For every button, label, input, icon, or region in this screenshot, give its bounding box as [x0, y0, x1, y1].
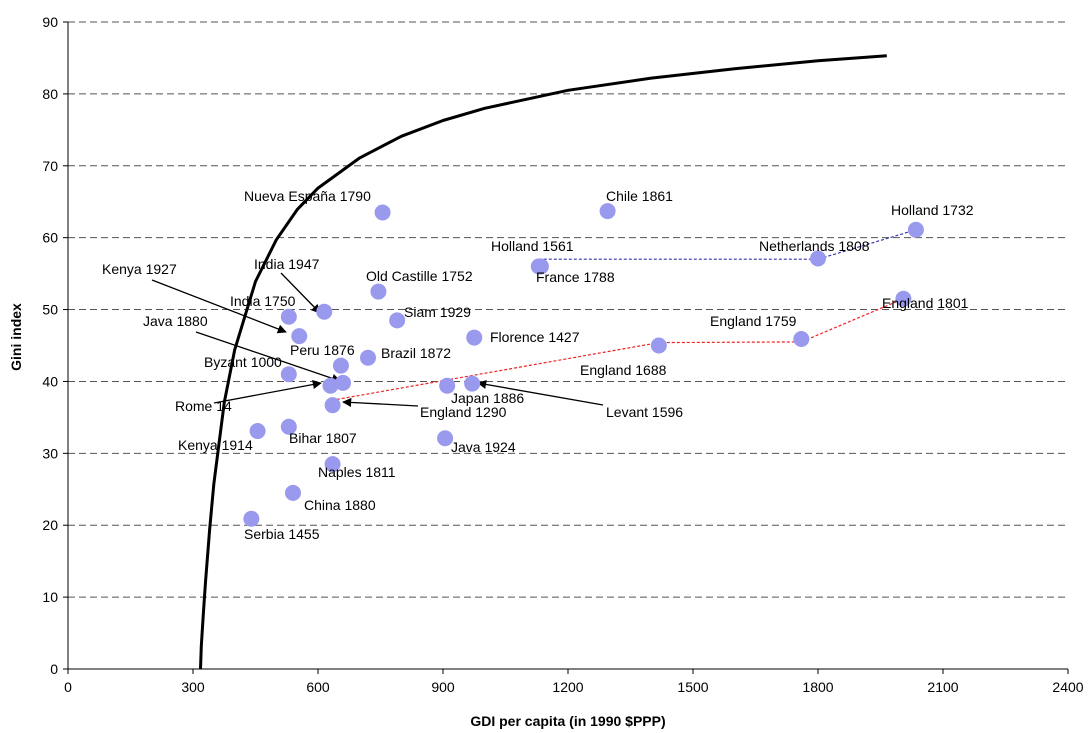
y-tick-label: 20 — [42, 517, 58, 533]
callout-arrow — [195, 331, 341, 383]
data-point — [280, 418, 297, 435]
point-label: Peru 1876 — [290, 342, 355, 358]
point-label: Java 1880 — [143, 313, 208, 329]
point-label: England 1290 — [420, 404, 507, 420]
point-label: Nueva España 1790 — [244, 188, 371, 204]
point-label: Holland 1732 — [891, 202, 974, 218]
data-point — [249, 423, 266, 440]
x-tick-label: 2400 — [1052, 679, 1083, 695]
data-point — [599, 203, 616, 220]
point-label: India 1947 — [254, 256, 320, 272]
point-label: Java 1924 — [451, 439, 516, 455]
inequality-frontier-curve — [199, 54, 887, 670]
data-point — [360, 349, 376, 366]
x-tick-label: 1500 — [677, 679, 708, 695]
data-point — [324, 456, 341, 473]
point-label: England 1688 — [580, 362, 667, 378]
point-label: Levant 1596 — [606, 404, 683, 420]
x-tick-label: 900 — [431, 679, 455, 695]
data-point — [285, 484, 301, 501]
point-label: Kenya 1927 — [102, 261, 177, 277]
point-label: Kenya 1914 — [178, 437, 253, 453]
callout-arrow — [151, 279, 287, 334]
point-label: Florence 1427 — [490, 329, 580, 345]
data-point — [335, 374, 351, 391]
data-point — [650, 337, 667, 354]
data-point — [389, 312, 406, 329]
data-point — [324, 397, 341, 414]
x-axis-title: GDI per capita (in 1990 $PPP) — [470, 713, 665, 729]
x-tick-label: 1200 — [552, 679, 583, 695]
data-point — [370, 283, 387, 300]
point-label: Bihar 1807 — [289, 430, 357, 446]
data-point — [895, 290, 912, 307]
data-point — [464, 375, 481, 392]
data-point — [793, 331, 810, 348]
point-label: Chile 1861 — [606, 188, 673, 204]
data-point — [374, 204, 391, 221]
point-label: China 1880 — [304, 497, 376, 513]
callout-arrow — [280, 272, 321, 314]
y-tick-label: 70 — [42, 158, 58, 174]
x-tick-label: 300 — [181, 679, 205, 695]
data-point — [280, 366, 297, 383]
y-tick-label: 60 — [42, 230, 58, 246]
data-point — [243, 510, 260, 527]
data-point — [907, 221, 924, 238]
point-label: Japan 1886 — [451, 390, 524, 406]
data-point — [532, 258, 549, 275]
data-point — [316, 303, 333, 320]
point-label: India 1750 — [230, 293, 296, 309]
point-label: Netherlands 1808 — [759, 238, 870, 254]
point-label: Rome 14 — [175, 398, 232, 414]
point-label: Old Castille 1752 — [366, 268, 473, 284]
y-axis-title: Gini index — [8, 303, 24, 371]
x-tick-label: 1800 — [802, 679, 833, 695]
point-label: Holland 1561 — [491, 238, 574, 254]
x-tick-label: 0 — [64, 679, 72, 695]
y-tick-label: 80 — [42, 86, 58, 102]
y-tick-label: 90 — [42, 14, 58, 30]
y-tick-label: 40 — [42, 373, 58, 389]
data-point — [291, 328, 308, 345]
data-point — [280, 308, 297, 325]
y-tick-label: 0 — [50, 661, 58, 677]
callout-arrow — [342, 397, 419, 407]
data-point — [437, 430, 454, 447]
point-label: Byzant 1000 — [204, 354, 282, 370]
point-label: France 1788 — [536, 269, 615, 285]
point-label: Naples 1811 — [318, 464, 396, 480]
x-tick-label: 2100 — [927, 679, 958, 695]
point-label: England 1759 — [710, 313, 797, 329]
point-label: England 1801 — [882, 295, 969, 311]
point-label: Serbia 1455 — [244, 526, 320, 542]
callout-arrow — [213, 380, 322, 404]
point-label: Siam 1929 — [404, 304, 471, 320]
data-point — [322, 377, 339, 394]
x-tick-label: 600 — [306, 679, 330, 695]
trend-line — [538, 229, 917, 260]
y-tick-label: 30 — [42, 445, 58, 461]
y-tick-label: 50 — [42, 302, 58, 318]
callout-arrow — [477, 379, 604, 406]
data-point — [466, 329, 483, 346]
point-label: Brazil 1872 — [381, 345, 451, 361]
y-tick-label: 10 — [42, 589, 58, 605]
data-point — [332, 357, 349, 374]
data-point — [439, 377, 456, 394]
data-point — [810, 250, 826, 267]
